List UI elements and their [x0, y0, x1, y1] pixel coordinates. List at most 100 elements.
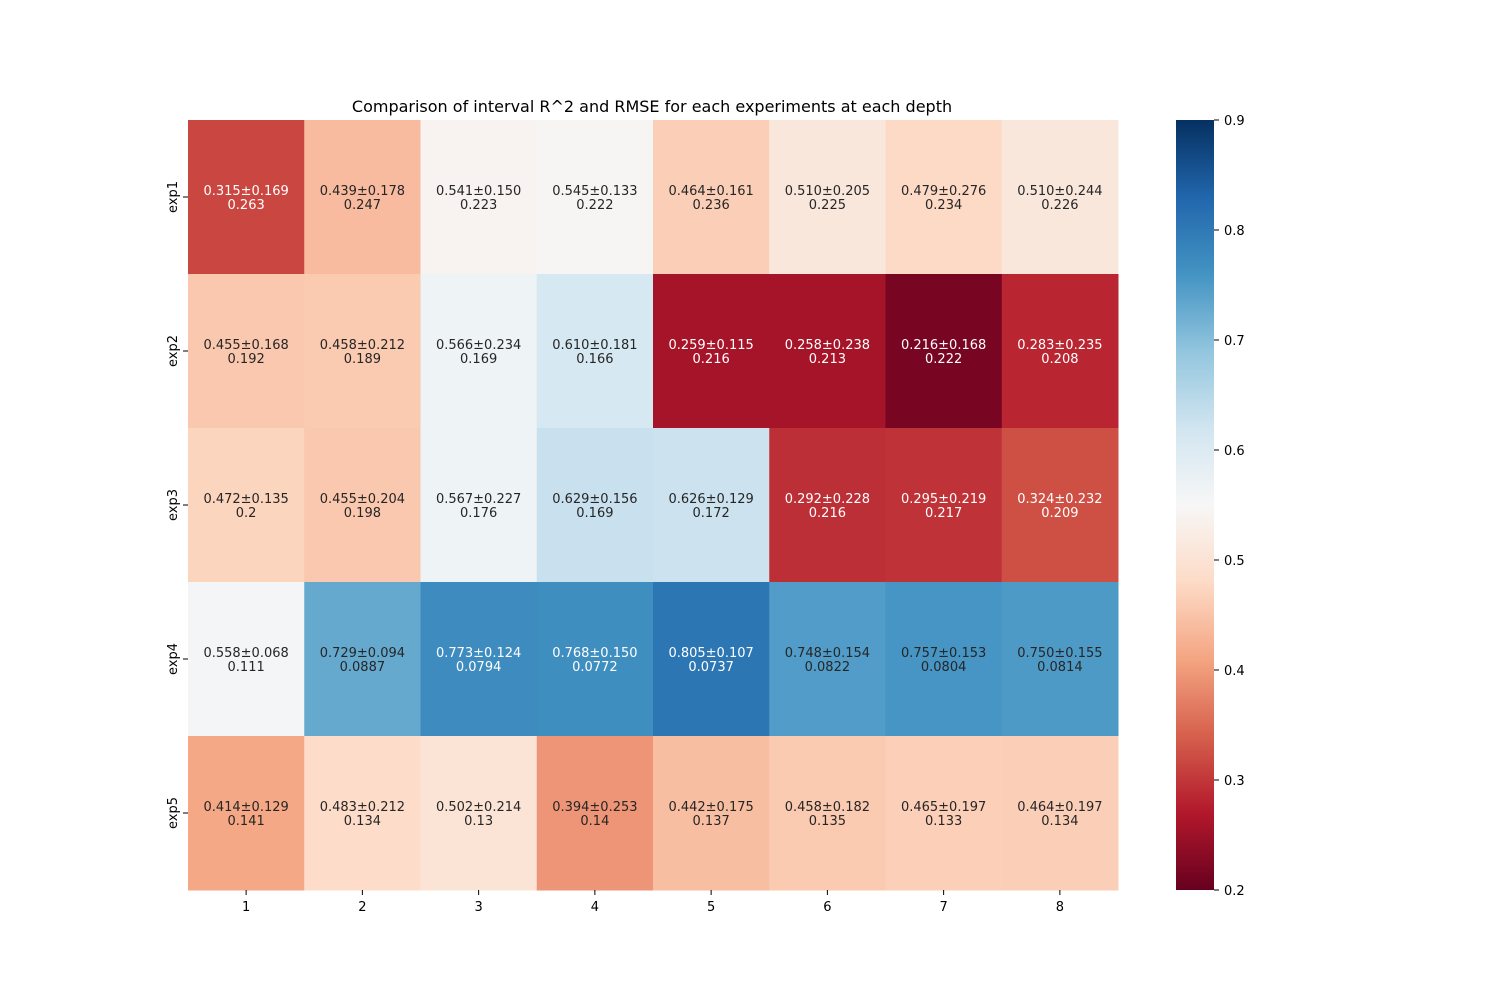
cell-annotation-rmse: 0.223	[460, 198, 497, 213]
heatmap-cell	[769, 120, 886, 275]
cell-annotation-rmse: 0.13	[464, 814, 493, 829]
y-tick-label: exp2	[166, 335, 181, 367]
cell-annotation-rmse: 0.0887	[340, 660, 386, 675]
cell-annotation-rmse: 0.0772	[572, 660, 618, 675]
cell-annotation-r2: 0.292±0.228	[785, 492, 870, 507]
y-tick-label: exp4	[166, 643, 181, 675]
x-tick-label: 1	[242, 900, 250, 915]
heatmap-cell	[420, 582, 538, 737]
cell-annotation-r2: 0.502±0.214	[436, 800, 521, 815]
heatmap-cell	[420, 736, 538, 891]
heatmap-cell	[188, 736, 305, 891]
cell-annotation-r2: 0.545±0.133	[552, 184, 637, 199]
cell-annotation-r2: 0.295±0.219	[901, 492, 986, 507]
cell-annotation-r2: 0.629±0.156	[552, 492, 637, 507]
heatmap-cell	[653, 428, 770, 583]
heatmap-cell	[420, 274, 538, 429]
cell-annotation-r2: 0.216±0.168	[901, 338, 986, 353]
cell-annotation-rmse: 0.166	[576, 352, 613, 367]
heatmap-cell	[188, 582, 305, 737]
heatmap-cell	[1001, 274, 1119, 429]
heatmap-cell	[885, 428, 1003, 583]
x-tick-label: 6	[823, 900, 831, 915]
cell-annotation-r2: 0.541±0.150	[436, 184, 521, 199]
heatmap-cell	[304, 582, 421, 737]
cell-annotation-rmse: 0.217	[925, 506, 962, 521]
colorbar: 0.2 0.3 0.4 0.5 0.6 0.7 0.8 0.9	[1176, 114, 1245, 899]
x-tick-label: 7	[939, 900, 947, 915]
cell-annotation-r2: 0.750±0.155	[1017, 646, 1102, 661]
colorbar-tick-label: 0.8	[1224, 224, 1245, 239]
colorbar-tick-label: 0.9	[1224, 114, 1245, 129]
cell-annotation-r2: 0.558±0.068	[203, 646, 288, 661]
cell-annotation-r2: 0.458±0.182	[785, 800, 870, 815]
cell-annotation-rmse: 0.208	[1041, 352, 1078, 367]
cell-annotation-rmse: 0.2	[236, 506, 257, 521]
heatmap-cell	[536, 274, 654, 429]
heatmap-cell	[188, 428, 305, 583]
cell-annotation-r2: 0.465±0.197	[901, 800, 986, 815]
cell-annotation-rmse: 0.0822	[805, 660, 851, 675]
cell-annotation-r2: 0.324±0.232	[1017, 492, 1102, 507]
heatmap-cell	[769, 428, 886, 583]
cell-annotation-rmse: 0.111	[228, 660, 265, 675]
cell-annotation-r2: 0.748±0.154	[785, 646, 870, 661]
heatmap-cell	[653, 274, 770, 429]
cell-annotation-rmse: 0.198	[344, 506, 381, 521]
cell-annotation-r2: 0.566±0.234	[436, 338, 521, 353]
cell-annotation-rmse: 0.263	[228, 198, 265, 213]
heatmap-cell	[536, 120, 654, 275]
heatmap-cell	[536, 736, 654, 891]
cell-annotation-r2: 0.773±0.124	[436, 646, 521, 661]
cell-annotation-rmse: 0.135	[809, 814, 846, 829]
colorbar-tick-label: 0.3	[1224, 774, 1245, 789]
heatmap-cell	[1001, 736, 1119, 891]
cell-annotation-r2: 0.610±0.181	[552, 338, 637, 353]
heatmap-cell	[769, 274, 886, 429]
cell-annotation-r2: 0.479±0.276	[901, 184, 986, 199]
cell-annotation-r2: 0.442±0.175	[668, 800, 753, 815]
cell-annotation-r2: 0.283±0.235	[1017, 338, 1102, 353]
cell-annotation-r2: 0.414±0.129	[203, 800, 288, 815]
cell-annotation-rmse: 0.133	[925, 814, 962, 829]
heatmap-cell	[769, 736, 886, 891]
cell-annotation-rmse: 0.209	[1041, 506, 1078, 521]
heatmap-cell	[1001, 120, 1119, 275]
cell-annotation-r2: 0.768±0.150	[552, 646, 637, 661]
cell-annotation-r2: 0.455±0.168	[203, 338, 288, 353]
x-tick-label: 5	[707, 900, 715, 915]
cell-annotation-rmse: 0.236	[693, 198, 730, 213]
colorbar-tick-label: 0.6	[1224, 444, 1245, 459]
cell-annotation-r2: 0.510±0.244	[1017, 184, 1102, 199]
cell-annotation-rmse: 0.192	[228, 352, 265, 367]
heatmap-cell	[304, 120, 421, 275]
cell-annotation-rmse: 0.225	[809, 198, 846, 213]
cell-annotation-rmse: 0.222	[925, 352, 962, 367]
cell-annotation-r2: 0.394±0.253	[552, 800, 637, 815]
heatmap-cell	[653, 736, 770, 891]
cell-annotation-r2: 0.464±0.161	[668, 184, 753, 199]
colorbar-tick-label: 0.2	[1224, 884, 1245, 899]
y-tick-label: exp3	[166, 489, 181, 521]
chart-title: Comparison of interval R^2 and RMSE for …	[352, 97, 952, 116]
x-tick-label: 8	[1056, 900, 1064, 915]
heatmap-cell	[420, 120, 538, 275]
x-tick-label: 2	[358, 900, 366, 915]
heatmap-cell	[653, 582, 770, 737]
cell-annotation-rmse: 0.141	[228, 814, 265, 829]
heatmap-cell	[1001, 582, 1119, 737]
y-tick-label: exp5	[166, 797, 181, 829]
cell-annotation-r2: 0.805±0.107	[668, 646, 753, 661]
cell-annotation-r2: 0.510±0.205	[785, 184, 870, 199]
cell-annotation-rmse: 0.216	[809, 506, 846, 521]
colorbar-tick-label: 0.5	[1224, 554, 1245, 569]
cell-annotation-rmse: 0.0737	[688, 660, 734, 675]
heatmap-cell	[885, 582, 1003, 737]
cell-annotation-r2: 0.458±0.212	[320, 338, 405, 353]
heatmap-cell	[304, 428, 421, 583]
heatmap-cell	[304, 736, 421, 891]
heatmap-cell	[536, 428, 654, 583]
cell-annotation-r2: 0.757±0.153	[901, 646, 986, 661]
